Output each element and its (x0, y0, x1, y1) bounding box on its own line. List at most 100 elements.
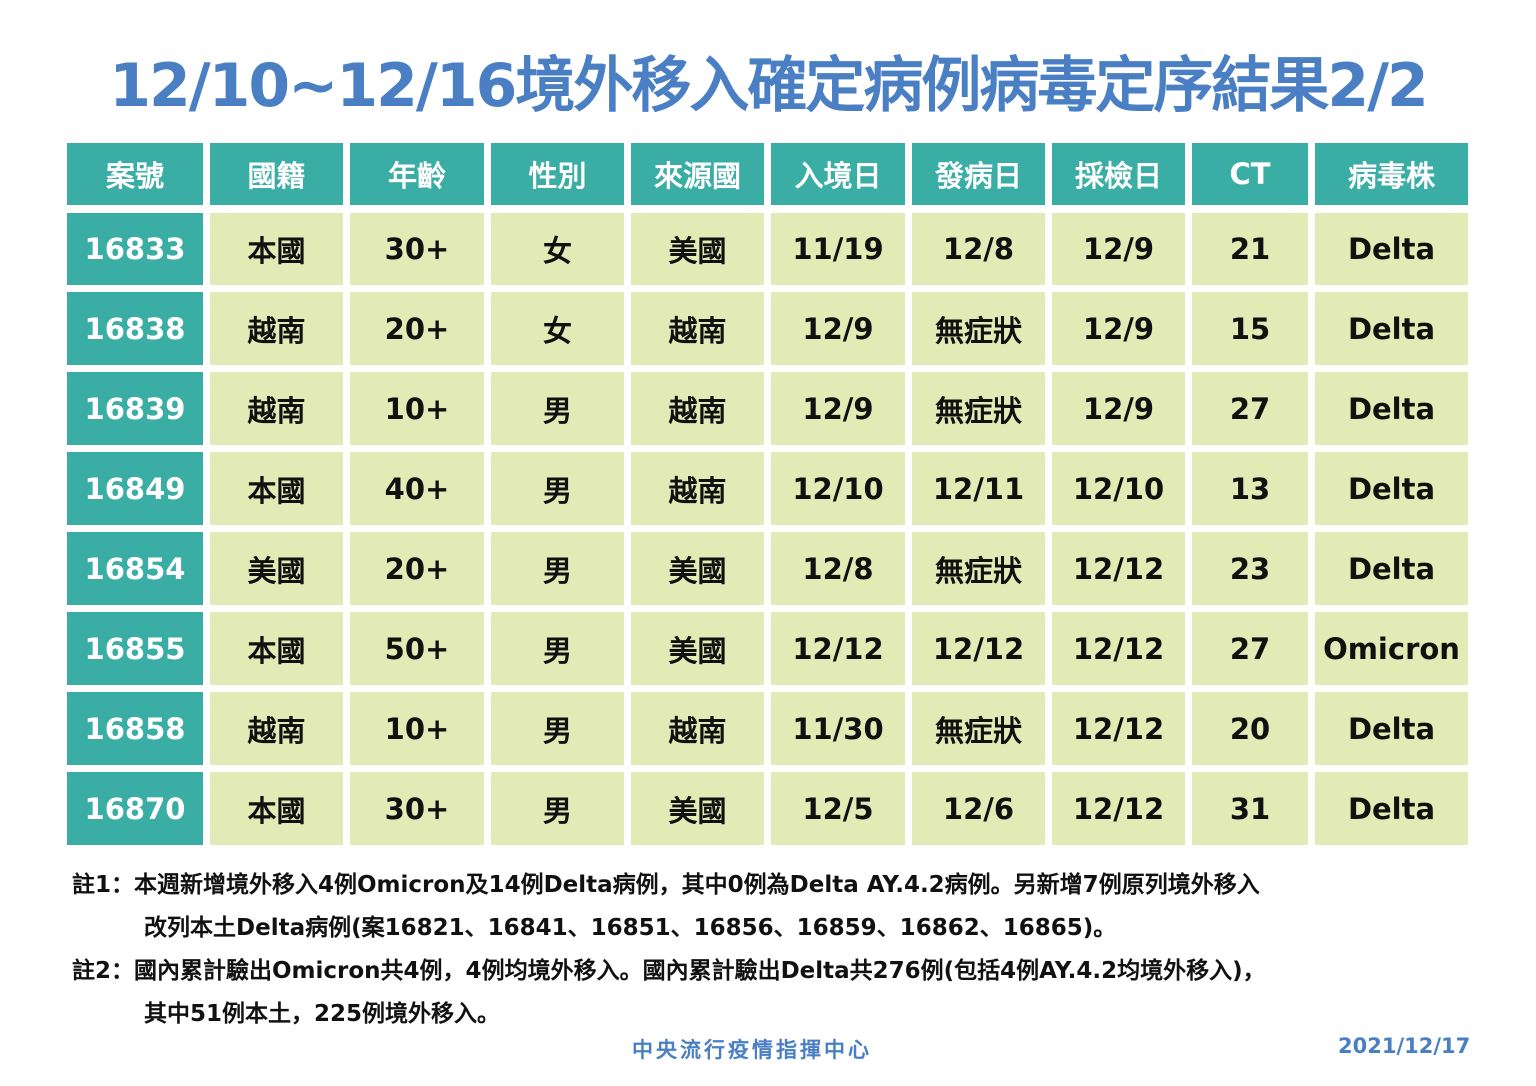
table-cell: 本國 (210, 612, 343, 685)
column-header: 採檢日 (1052, 143, 1185, 205)
table-cell: 美國 (631, 532, 764, 605)
page-title: 12/10~12/16境外移入確定病例病毒定序結果2/2 (109, 51, 1429, 121)
case-id-cell: 16833 (67, 213, 203, 285)
table-cell: Delta (1315, 372, 1468, 445)
table-cell: 12/12 (1052, 692, 1185, 765)
table-cell: 美國 (210, 532, 343, 605)
table-cell: 10+ (350, 372, 484, 445)
table-cell: 越南 (210, 372, 343, 445)
note-2: 註2：國內累計驗出Omicron共4例，4例均境外移入。國內累計驗出Delta共… (72, 950, 1472, 1036)
table-cell: 21 (1192, 213, 1308, 285)
table-cell: Delta (1315, 532, 1468, 605)
table-cell: 13 (1192, 452, 1308, 525)
table-cell: 男 (491, 452, 624, 525)
table-cell: 本國 (210, 213, 343, 285)
column-header: 年齡 (350, 143, 484, 205)
table-cell: 11/19 (771, 213, 905, 285)
table-cell: 12/5 (771, 772, 905, 845)
table-cell: 12/12 (1052, 612, 1185, 685)
table-cell: 12/12 (1052, 532, 1185, 605)
table-cell: 30+ (350, 772, 484, 845)
table-cell: 12/9 (1052, 372, 1185, 445)
column-header: 發病日 (912, 143, 1045, 205)
table-cell: 20+ (350, 532, 484, 605)
case-id-cell: 16854 (67, 532, 203, 605)
note-2-line-1: 註2：國內累計驗出Omicron共4例，4例均境外移入。國內累計驗出Delta共… (72, 958, 1266, 984)
table-cell: 無症狀 (912, 532, 1045, 605)
table-cell: 12/9 (771, 292, 905, 365)
table-cell: 本國 (210, 452, 343, 525)
case-id-cell: 16858 (67, 692, 203, 765)
note-1-line-1: 註1：本週新增境外移入4例Omicron及14例Delta病例，其中0例為Del… (72, 872, 1260, 898)
table-cell: 美國 (631, 612, 764, 685)
table-cell: Omicron (1315, 612, 1468, 685)
table-cell: 11/30 (771, 692, 905, 765)
table-cell: 15 (1192, 292, 1308, 365)
column-header: 性別 (491, 143, 624, 205)
table-cell: 越南 (210, 292, 343, 365)
table-cell: 男 (491, 372, 624, 445)
table-cell: 12/11 (912, 452, 1045, 525)
table-cell: 越南 (631, 372, 764, 445)
table-cell: 12/6 (912, 772, 1045, 845)
table-cell: 無症狀 (912, 372, 1045, 445)
case-id-cell: 16838 (67, 292, 203, 365)
footer-organization: 中央流行疫情指揮中心 (632, 1038, 872, 1062)
case-id-cell: 16839 (67, 372, 203, 445)
table-cell: 無症狀 (912, 692, 1045, 765)
table-cell: 12/12 (912, 612, 1045, 685)
table-cell: Delta (1315, 452, 1468, 525)
table-cell: 本國 (210, 772, 343, 845)
column-header: 入境日 (771, 143, 905, 205)
table-cell: 女 (491, 213, 624, 285)
table-cell: 12/9 (1052, 213, 1185, 285)
note-1-line-2: 改列本土Delta病例(案16821、16841、16851、16856、168… (144, 915, 1117, 941)
column-header: 來源國 (631, 143, 764, 205)
table-cell: 美國 (631, 213, 764, 285)
table-cell: 越南 (631, 692, 764, 765)
column-header: 病毒株 (1315, 143, 1468, 205)
table-cell: 無症狀 (912, 292, 1045, 365)
table-cell: 12/10 (1052, 452, 1185, 525)
table-cell: 27 (1192, 372, 1308, 445)
table-cell: Delta (1315, 292, 1468, 365)
table-cell: 40+ (350, 452, 484, 525)
column-header: 案號 (67, 143, 203, 205)
table-cell: Delta (1315, 213, 1468, 285)
note-1: 註1：本週新增境外移入4例Omicron及14例Delta病例，其中0例為Del… (72, 864, 1472, 950)
case-id-cell: 16855 (67, 612, 203, 685)
table-cell: 12/9 (771, 372, 905, 445)
table-cell: 男 (491, 532, 624, 605)
table-cell: 12/8 (771, 532, 905, 605)
table-cell: 50+ (350, 612, 484, 685)
note-2-line-2: 其中51例本土，225例境外移入。 (144, 1001, 501, 1027)
notes: 註1：本週新增境外移入4例Omicron及14例Delta病例，其中0例為Del… (72, 864, 1472, 1036)
table-cell: 31 (1192, 772, 1308, 845)
table-cell: 越南 (631, 452, 764, 525)
table-cell: 10+ (350, 692, 484, 765)
table-cell: Delta (1315, 692, 1468, 765)
table-cell: Delta (1315, 772, 1468, 845)
table-cell: 23 (1192, 532, 1308, 605)
table-cell: 30+ (350, 213, 484, 285)
table-cell: 12/8 (912, 213, 1045, 285)
table-cell: 男 (491, 612, 624, 685)
table-cell: 12/12 (1052, 772, 1185, 845)
table-cell: 20+ (350, 292, 484, 365)
table-cell: 12/10 (771, 452, 905, 525)
table-cell: 12/9 (1052, 292, 1185, 365)
table-cell: 男 (491, 772, 624, 845)
footer-date: 2021/12/17 (1338, 1034, 1471, 1058)
table-cell: 女 (491, 292, 624, 365)
sequencing-results-table: 案號 國籍 年齡 性別 來源國 入境日 發病日 採檢日 CT 病毒株 16833 本國 30+ 女美國 11… (67, 143, 1468, 845)
case-id-cell: 16849 (67, 452, 203, 525)
table-cell: 越南 (631, 292, 764, 365)
table-cell: 27 (1192, 612, 1308, 685)
column-header: 國籍 (210, 143, 343, 205)
case-id-cell: 16870 (67, 772, 203, 845)
table-cell: 美國 (631, 772, 764, 845)
table-cell: 20 (1192, 692, 1308, 765)
table-cell: 12/12 (771, 612, 905, 685)
table-cell: 男 (491, 692, 624, 765)
table-cell: 越南 (210, 692, 343, 765)
